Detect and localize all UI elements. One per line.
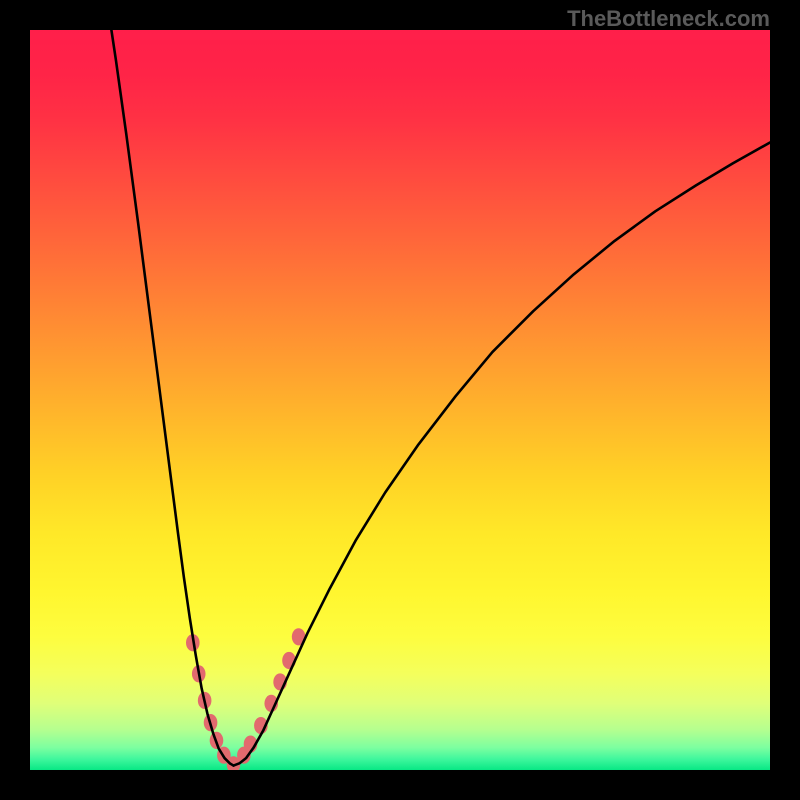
watermark-text: TheBottleneck.com xyxy=(567,6,770,32)
curve-right xyxy=(234,142,771,765)
plot-area xyxy=(30,30,770,770)
curve-left xyxy=(111,30,233,766)
curve-layer xyxy=(30,30,770,770)
chart-frame: TheBottleneck.com xyxy=(0,0,800,800)
